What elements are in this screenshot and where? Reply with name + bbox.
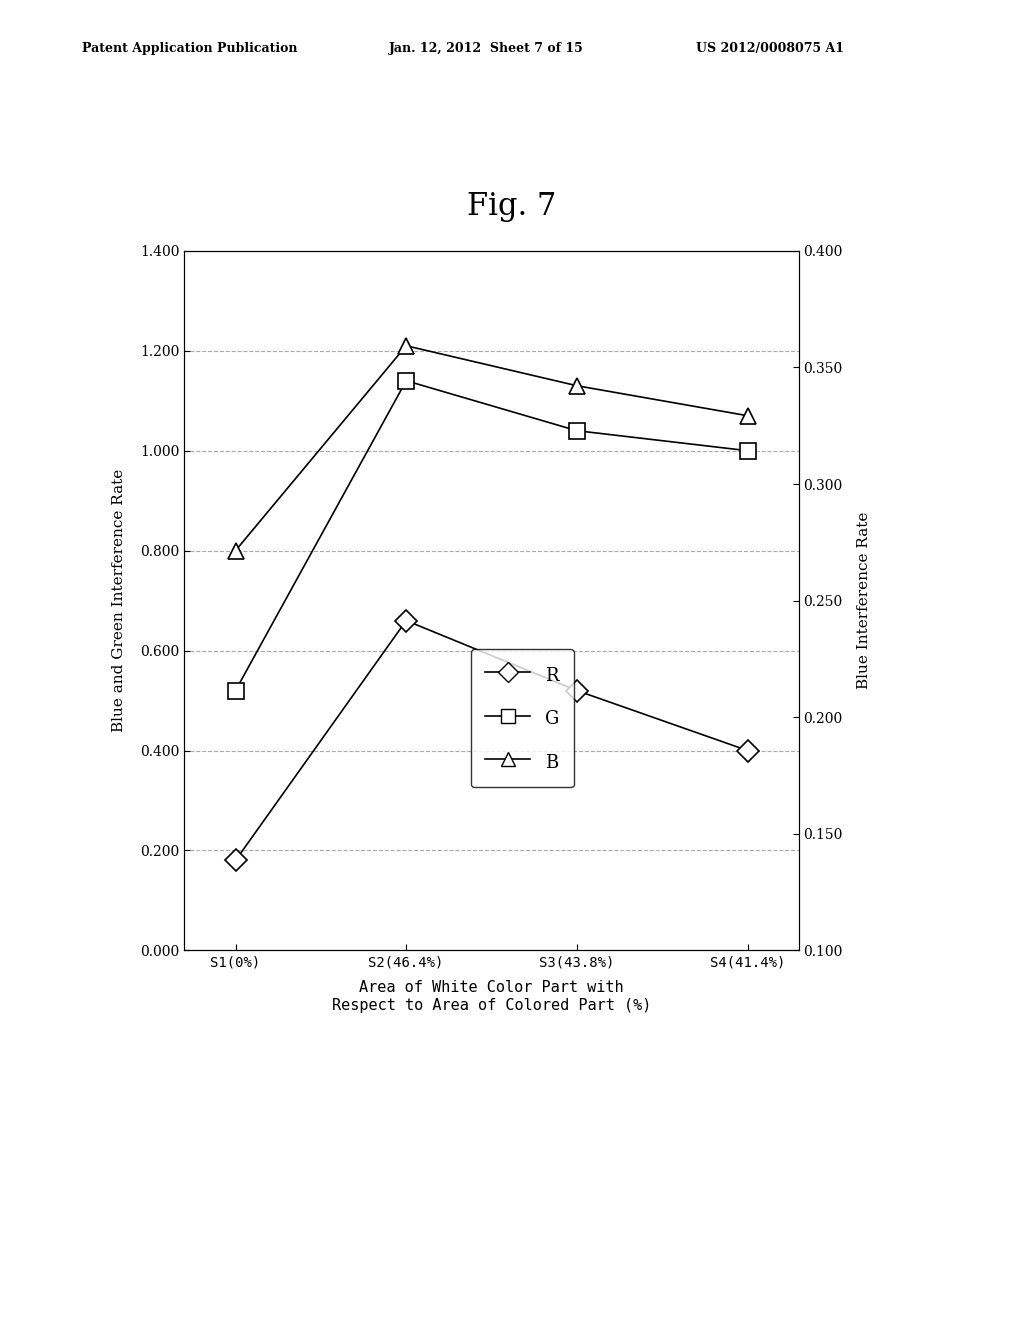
Text: Jan. 12, 2012  Sheet 7 of 15: Jan. 12, 2012 Sheet 7 of 15 <box>389 42 584 55</box>
Y-axis label: Blue and Green Interference Rate: Blue and Green Interference Rate <box>112 469 126 733</box>
Text: Fig. 7: Fig. 7 <box>467 191 557 222</box>
Y-axis label: Blue Interference Rate: Blue Interference Rate <box>857 512 870 689</box>
Legend: R, G, B: R, G, B <box>471 649 573 788</box>
Text: Patent Application Publication: Patent Application Publication <box>82 42 297 55</box>
X-axis label: Area of White Color Part with
Respect to Area of Colored Part (%): Area of White Color Part with Respect to… <box>332 981 651 1012</box>
Text: US 2012/0008075 A1: US 2012/0008075 A1 <box>696 42 845 55</box>
